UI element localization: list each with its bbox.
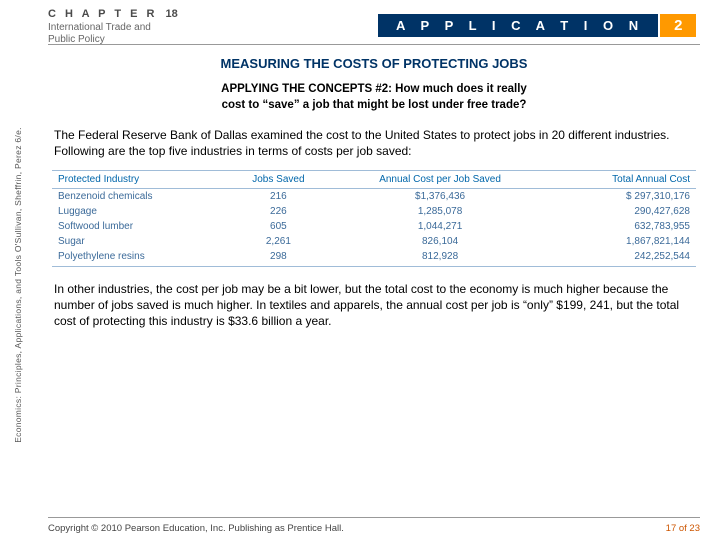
table-row: Luggage 226 1,285,078 290,427,628 <box>52 204 696 219</box>
table-row: Polyethylene resins 298 812,928 242,252,… <box>52 249 696 267</box>
application-number: 2 <box>660 14 696 37</box>
cell-total: $ 297,310,176 <box>549 188 696 204</box>
copyright-text: Copyright © 2010 Pearson Education, Inc.… <box>48 523 344 534</box>
cell-jobs: 298 <box>226 249 331 267</box>
cell-cost: 812,928 <box>331 249 549 267</box>
applying-line2: cost to “save” a job that might be lost … <box>222 99 527 111</box>
cell-jobs: 605 <box>226 219 331 234</box>
chapter-number: 18 <box>166 8 178 20</box>
col-industry: Protected Industry <box>52 170 226 188</box>
section-title: MEASURING THE COSTS OF PROTECTING JOBS <box>48 56 700 71</box>
cell-total: 632,783,955 <box>549 219 696 234</box>
vertical-strip: Economics: Principles, Applications, and… <box>0 0 42 540</box>
cell-cost: 826,104 <box>331 234 549 249</box>
cell-cost: $1,376,436 <box>331 188 549 204</box>
cell-jobs: 226 <box>226 204 331 219</box>
table-body: Benzenoid chemicals 216 $1,376,436 $ 297… <box>52 188 696 266</box>
cell-industry: Luggage <box>52 204 226 219</box>
col-total-cost: Total Annual Cost <box>549 170 696 188</box>
footer: Copyright © 2010 Pearson Education, Inc.… <box>48 523 700 534</box>
header-divider <box>48 44 700 45</box>
col-jobs: Jobs Saved <box>226 170 331 188</box>
cell-industry: Benzenoid chemicals <box>52 188 226 204</box>
vertical-citation: Economics: Principles, Applications, and… <box>13 125 23 445</box>
cell-jobs: 216 <box>226 188 331 204</box>
cell-cost: 1,285,078 <box>331 204 549 219</box>
cell-industry: Polyethylene resins <box>52 249 226 267</box>
chapter-title-line1: International Trade and <box>48 22 151 33</box>
cell-industry: Softwood lumber <box>52 219 226 234</box>
cell-jobs: 2,261 <box>226 234 331 249</box>
chapter-label: C H A P T E R <box>48 8 158 20</box>
cell-total: 242,252,544 <box>549 249 696 267</box>
cost-table: Protected Industry Jobs Saved Annual Cos… <box>52 170 696 267</box>
cell-cost: 1,044,271 <box>331 219 549 234</box>
application-block: A P P L I C A T I O N 2 <box>378 14 696 37</box>
table-row: Sugar 2,261 826,104 1,867,821,144 <box>52 234 696 249</box>
table-row: Softwood lumber 605 1,044,271 632,783,95… <box>52 219 696 234</box>
cell-total: 290,427,628 <box>549 204 696 219</box>
application-label: A P P L I C A T I O N <box>378 14 658 37</box>
cell-industry: Sugar <box>52 234 226 249</box>
table-row: Benzenoid chemicals 216 $1,376,436 $ 297… <box>52 188 696 204</box>
content-area: MEASURING THE COSTS OF PROTECTING JOBS A… <box>48 52 700 512</box>
col-cost-per-job: Annual Cost per Job Saved <box>331 170 549 188</box>
paragraph-2: In other industries, the cost per job ma… <box>48 281 700 330</box>
page-number: 17 of 23 <box>666 523 700 534</box>
cell-total: 1,867,821,144 <box>549 234 696 249</box>
paragraph-1: The Federal Reserve Bank of Dallas exami… <box>48 127 700 159</box>
cost-table-wrap: Protected Industry Jobs Saved Annual Cos… <box>52 170 696 267</box>
applying-concepts: APPLYING THE CONCEPTS #2: How much does … <box>48 81 700 113</box>
table-header-row: Protected Industry Jobs Saved Annual Cos… <box>52 170 696 188</box>
slide-page: Economics: Principles, Applications, and… <box>0 0 720 540</box>
applying-line1: APPLYING THE CONCEPTS #2: How much does … <box>221 83 527 95</box>
footer-divider <box>48 517 700 518</box>
